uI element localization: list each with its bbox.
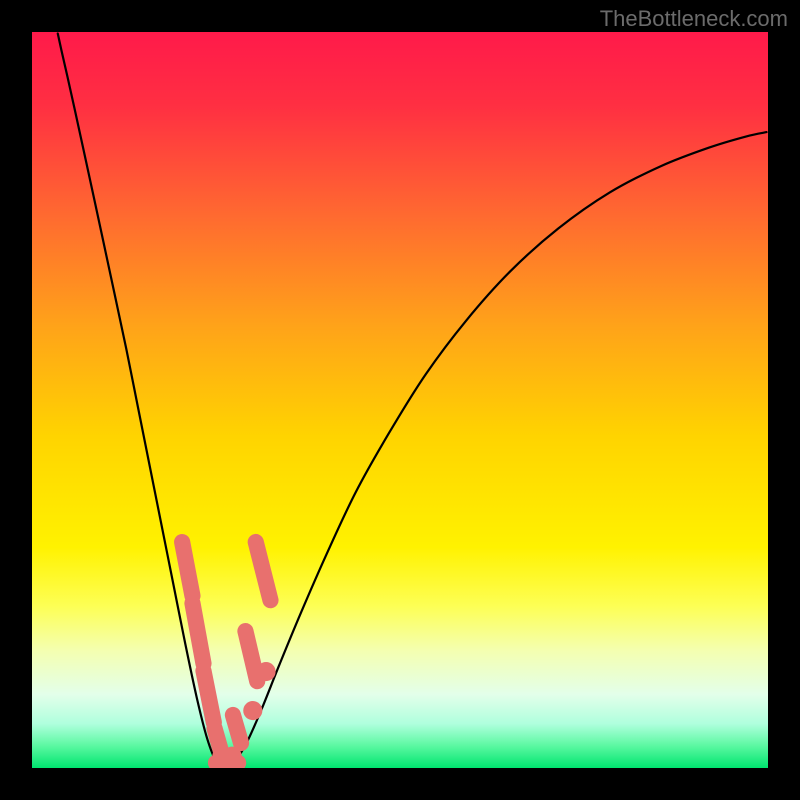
marker-pill — [203, 671, 213, 723]
chart-frame: TheBottleneck.com — [0, 0, 800, 800]
gradient-background — [32, 32, 768, 768]
marker-pill — [233, 715, 241, 743]
watermark-text: TheBottleneck.com — [600, 6, 788, 32]
marker-dot — [243, 701, 262, 720]
marker-pill — [245, 631, 257, 681]
chart-svg — [32, 32, 768, 768]
marker-dot — [256, 662, 275, 681]
marker-pill — [182, 542, 192, 596]
marker-pill — [192, 603, 203, 663]
plot-area — [32, 32, 768, 768]
marker-dot — [223, 747, 242, 766]
